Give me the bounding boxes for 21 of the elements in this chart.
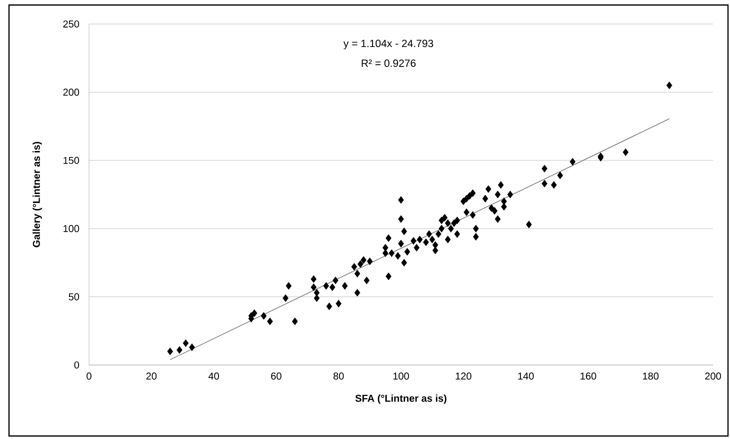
x-tick-label: 80	[333, 372, 344, 380]
x-tick-label: 200	[705, 372, 721, 380]
x-axis-title: SFA (°Lintner as is)	[355, 394, 446, 404]
y-tick-label: 150	[64, 156, 80, 164]
y-tick-label: 0	[74, 361, 80, 369]
annotation: y = 1.104x - 24.793	[343, 40, 434, 50]
y-axis-title: Gallery (°Lintner as is)	[32, 142, 42, 248]
x-tick-label: 140	[518, 372, 534, 380]
x-tick-label: 20	[146, 372, 157, 380]
y-tick-label: 250	[63, 20, 80, 28]
x-tick-label: 100	[393, 372, 409, 380]
y-tick-label: 200	[63, 88, 80, 96]
y-tick-label: 100	[64, 225, 80, 232]
x-tick-label: 120	[456, 372, 472, 380]
annotation: R² = 0.9276	[362, 60, 416, 67]
x-tick-label: 0	[86, 372, 92, 380]
x-tick-label: 60	[271, 372, 282, 380]
y-tick-label: 50	[68, 293, 80, 300]
x-tick-label: 160	[580, 372, 596, 380]
x-tick-label: 40	[208, 372, 219, 380]
x-tick-label: 180	[643, 372, 659, 380]
